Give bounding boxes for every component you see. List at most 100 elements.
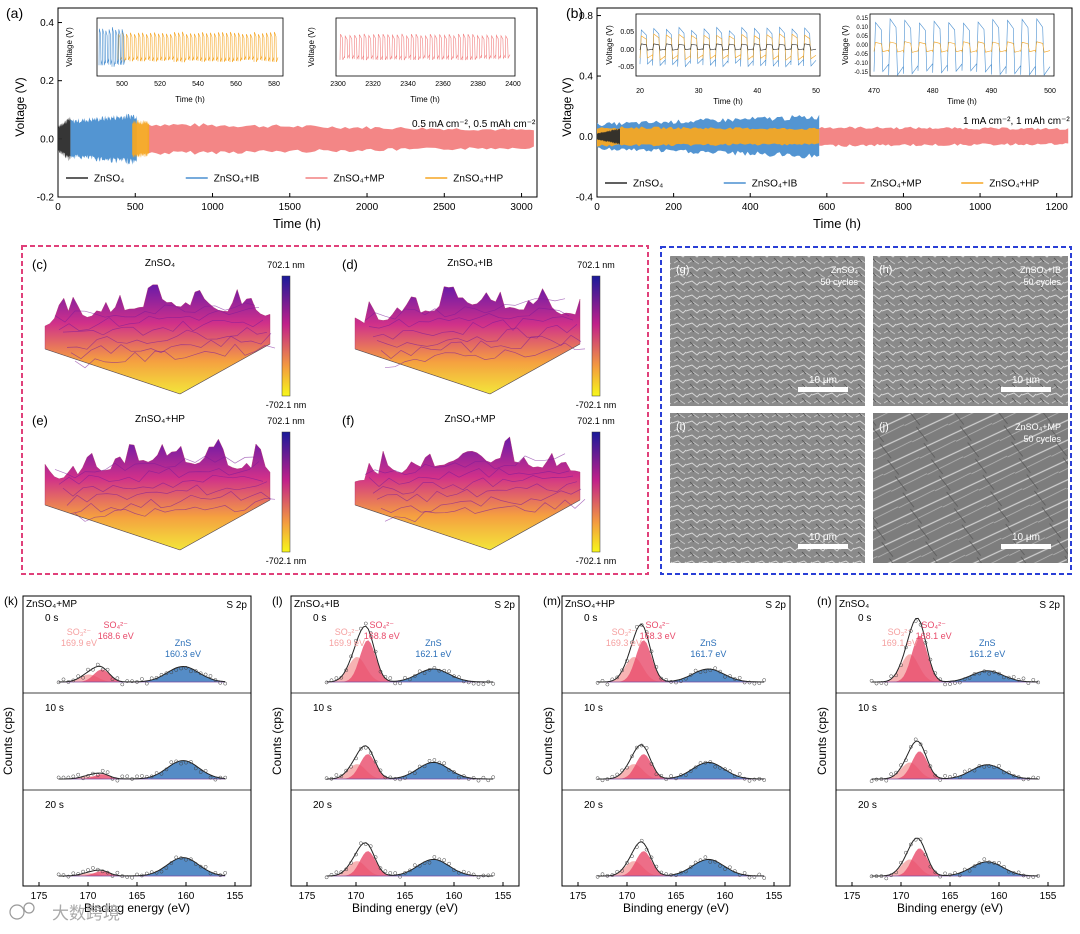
xps-raw-point: [61, 677, 66, 682]
afm-panels: (c) ZnSO₄ 702.1 nm -702.1 nm (d) ZnSO₄+IB 702.…: [32, 257, 616, 566]
xps-raw-point: [91, 667, 95, 672]
xps-raw-point: [213, 871, 218, 875]
xps-raw-point: [408, 770, 412, 775]
xps-raw-point: [962, 677, 967, 681]
panel-a: (a) Voltage (V) Time (h) 0 500 1000 1500 200…: [6, 5, 538, 231]
xps-raw-point: [66, 874, 71, 879]
xps-raw-point: [368, 751, 373, 755]
inset-y-tick-label: 0.15: [856, 16, 868, 22]
xps-raw-point: [634, 845, 639, 849]
sem-scalebar-label: 10 μm: [809, 375, 837, 386]
xps-raw-point: [339, 870, 344, 875]
xps-raw-point: [918, 837, 923, 842]
xps-raw-point: [595, 680, 600, 685]
afm-ridge: [380, 488, 582, 513]
xps-raw-point: [649, 761, 654, 766]
xps-raw-point: [1036, 680, 1041, 685]
xps-x-tick-label: 175: [570, 891, 587, 902]
xps-raw-point: [76, 772, 81, 777]
xps-raw-point: [363, 621, 368, 626]
xps-time-label: 0 s: [313, 613, 326, 624]
afm-ridge: [70, 333, 272, 360]
panel-a-xlabel: Time (h): [273, 216, 321, 231]
xps-raw-point: [977, 764, 982, 768]
sem-image: [670, 256, 865, 406]
xps-raw-point: [737, 873, 742, 877]
xps-raw-point: [324, 875, 329, 880]
xps-raw-point: [149, 676, 154, 681]
afm-axis: [354, 348, 491, 395]
xps-raw-point: [874, 681, 879, 686]
xps-raw-point: [159, 869, 164, 874]
xps-raw-point: [86, 667, 90, 672]
xps-raw-point: [1016, 775, 1021, 779]
legend-label: ZnSO₄+IB: [752, 179, 798, 190]
xps-raw-point: [630, 640, 634, 645]
xps-raw-point: [184, 665, 188, 670]
xps-raw-point: [615, 675, 620, 680]
inset-trace: [639, 43, 817, 51]
xps-raw-point: [329, 872, 334, 877]
afm-surface: [354, 436, 581, 551]
xps-raw-point: [130, 679, 134, 684]
xps-peak-so4: [326, 640, 494, 682]
xps-raw-point: [427, 860, 432, 865]
xps-raw-point: [595, 776, 600, 781]
xps-raw-point: [373, 855, 378, 860]
series-band-znso-: [597, 128, 620, 146]
xps-raw-point: [698, 858, 703, 863]
xps-panel-l: (l) ZnSO₄+IB S 2p 175 170 165 160 155 Binding en…: [270, 594, 520, 915]
legend-label: ZnSO₄+MP: [334, 174, 385, 185]
panel-a-letter: (a): [6, 5, 23, 21]
xps-raw-point: [884, 778, 889, 783]
xps-raw-point: [203, 865, 208, 869]
xps-raw-point: [432, 666, 437, 670]
xps-raw-point: [1031, 678, 1036, 682]
xps-raw-point: [1016, 870, 1021, 875]
xps-raw-point: [894, 770, 898, 775]
xps-raw-point: [928, 764, 933, 769]
xps-raw-point: [908, 629, 913, 633]
inset-x-tick-label: 2340: [400, 81, 416, 88]
xps-x-tick-label: 160: [991, 891, 1008, 902]
inset-x-tick-label: 40: [753, 88, 761, 95]
xps-raw-point: [683, 676, 688, 681]
xps-zns-label: ZnS: [425, 638, 442, 648]
xps-raw-point: [659, 773, 664, 778]
xps-raw-point: [1036, 776, 1041, 780]
sem-image: [873, 413, 1068, 563]
xps-xlabel: Binding energy (eV): [84, 901, 190, 915]
afm-surface: [354, 286, 581, 395]
inset-y-tick-label: -0.05: [854, 52, 868, 58]
watermark-logo-icon: [9, 902, 35, 920]
panel-a-plot-frame: [57, 7, 538, 198]
xps-raw-point: [349, 654, 353, 659]
inset-x-tick-label: 2320: [365, 81, 381, 88]
xps-raw-point: [135, 680, 139, 684]
xps-raw-point: [363, 745, 368, 750]
panel-b-plot-frame: [596, 7, 1073, 198]
xps-raw-point: [1021, 873, 1026, 878]
xps-raw-point: [982, 857, 987, 862]
xps-raw-point: [1002, 864, 1006, 869]
xps-raw-point: [427, 667, 432, 672]
xps-raw-point: [412, 863, 417, 868]
xps-raw-point: [933, 773, 938, 778]
afm-ridge: [66, 327, 268, 350]
xps-raw-point: [81, 869, 85, 874]
afm-ridge: [384, 498, 586, 523]
xps-sample-name: ZnSO₄: [839, 599, 869, 610]
xps-x-tick-label: 155: [495, 891, 512, 902]
series-band-znso-mp: [819, 126, 1069, 147]
afm-surface: [44, 438, 271, 551]
xps-raw-point: [679, 870, 683, 875]
y-tick-label: 0.4: [40, 18, 54, 29]
watermark: 大数跨境: [9, 902, 120, 923]
series-band-znso-mp: [147, 123, 534, 155]
afm-axis: [44, 348, 181, 395]
panel-b-inset-2-xlabel: Time (h): [947, 97, 977, 106]
xps-frame: [290, 595, 520, 887]
xps-peak-so3: [871, 654, 1039, 682]
xps-raw-point: [193, 862, 198, 866]
xps-raw-point: [422, 764, 427, 769]
